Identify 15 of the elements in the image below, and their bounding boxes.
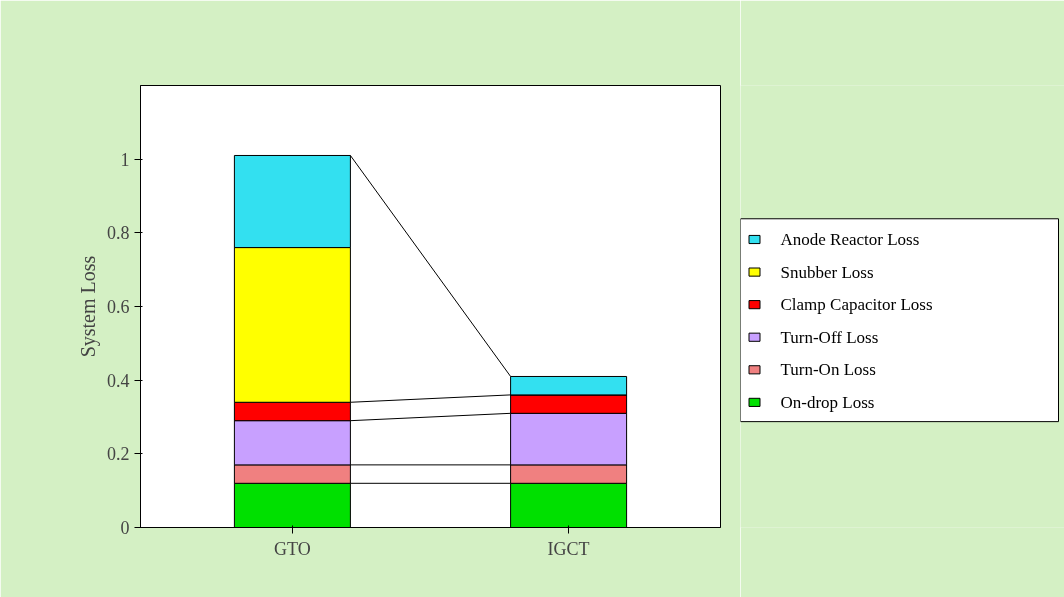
legend-label: Turn-Off Loss	[780, 327, 879, 347]
y-tick-label: 0.8	[107, 223, 130, 244]
x-tick-label: GTO	[274, 538, 311, 559]
y-tick-label: 0.4	[107, 370, 130, 391]
x-tick-label: IGCT	[547, 538, 590, 559]
legend-label: Anode Reactor Loss	[780, 230, 920, 249]
legend-label: On-drop Loss	[780, 392, 875, 412]
legend-label: Snubber Loss	[780, 262, 874, 282]
y-tick-label: 0.6	[107, 297, 130, 317]
legend-label: Turn-On Loss	[780, 360, 876, 380]
y-tick-label: 0	[120, 518, 130, 538]
y-tick-label: 1	[120, 149, 130, 170]
legend-label: Clamp Capacitor Loss	[780, 295, 933, 315]
y-axis-title: System Loss	[77, 255, 100, 358]
y-tick-label: 0.2	[107, 444, 130, 465]
